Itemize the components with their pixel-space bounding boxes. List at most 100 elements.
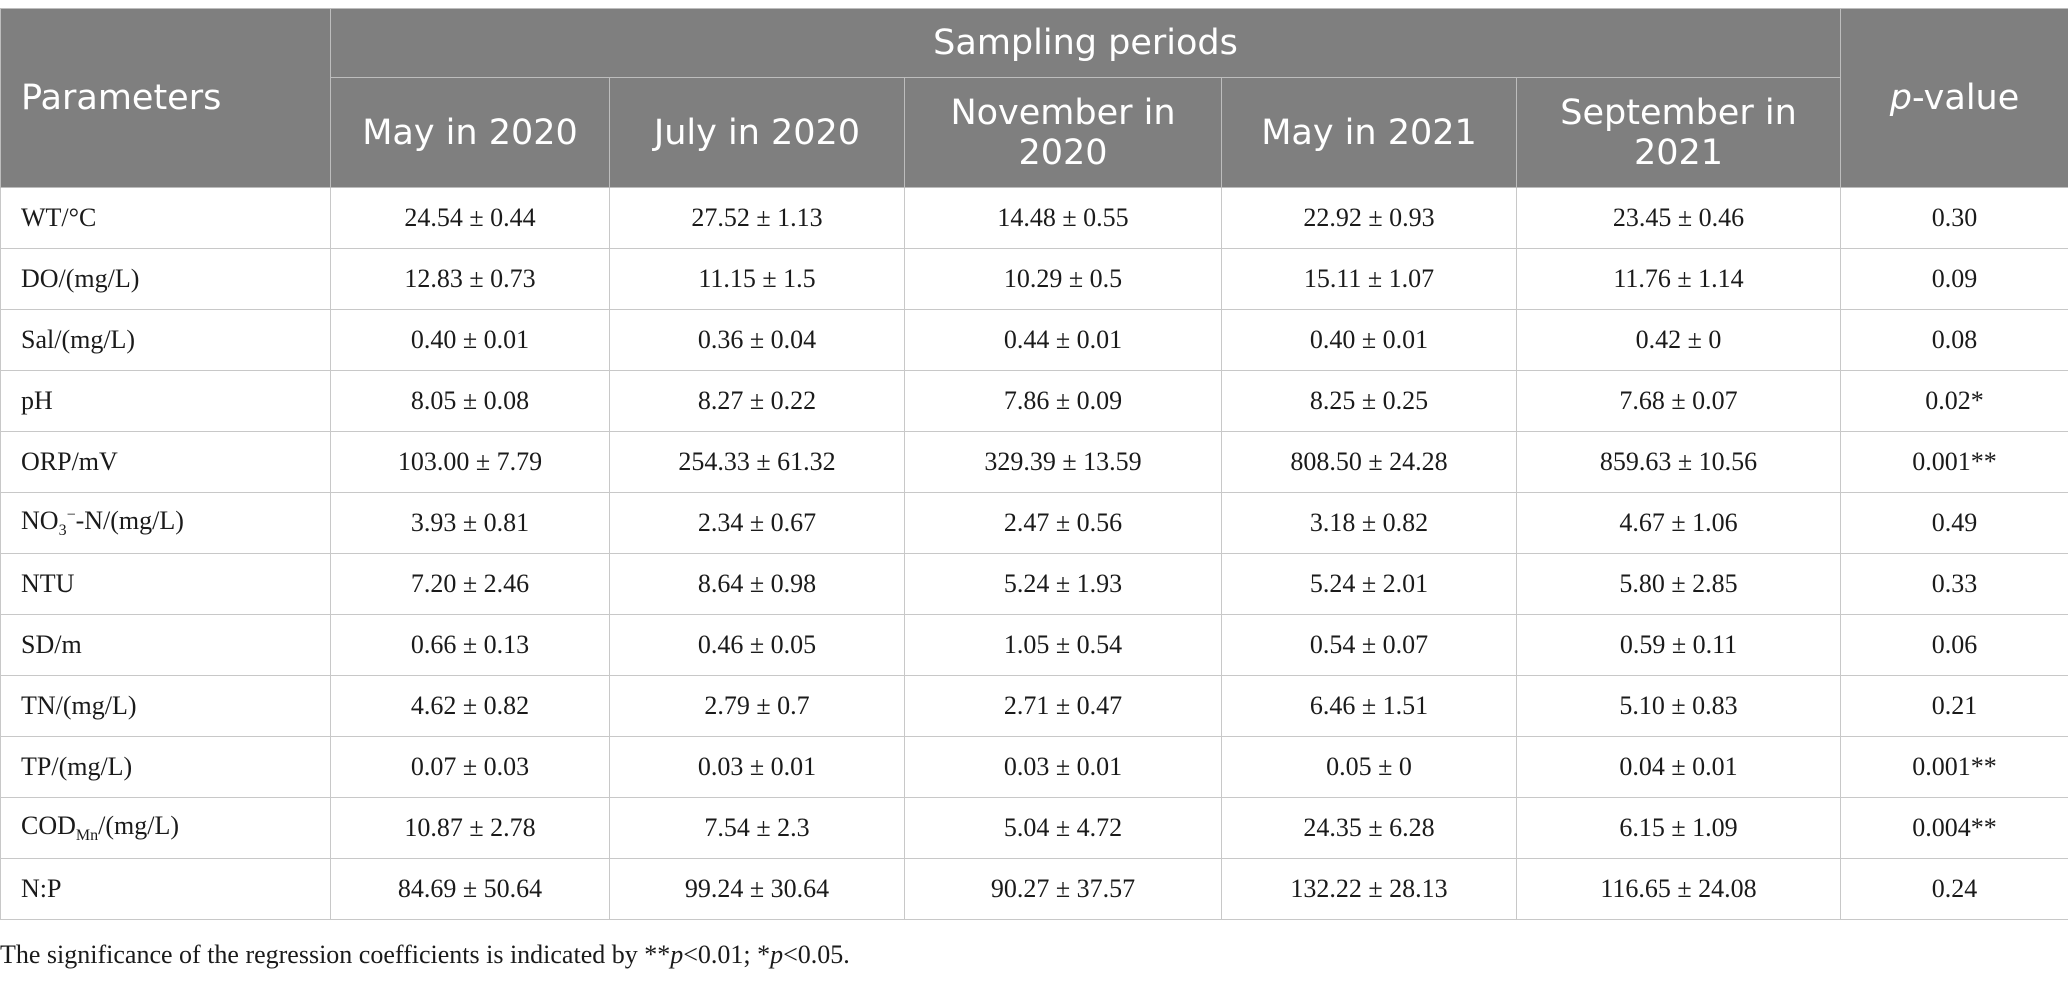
table-row: NO3−-N/(mg/L) 3.93 ± 0.81 2.34 ± 0.67 2.… (0, 492, 2068, 554)
cell-value: 5.10 ± 0.83 (1515, 675, 1842, 737)
cell-value: 5.80 ± 2.85 (1515, 553, 1842, 615)
param-name-sub: 3 (58, 522, 67, 540)
table-row: ORP/mV 103.00 ± 7.79 254.33 ± 61.32 329.… (0, 431, 2068, 493)
cell-value: 7.54 ± 2.3 (609, 797, 905, 859)
cell-value: 84.69 ± 50.64 (330, 858, 610, 920)
param-name-main: COD (21, 810, 76, 840)
param-name: NTU (0, 553, 331, 615)
cell-value: 3.93 ± 0.81 (330, 492, 610, 554)
cell-value: 99.24 ± 30.64 (609, 858, 905, 920)
header-sampling-periods: Sampling periods (329, 8, 1842, 78)
cell-value: 0.46 ± 0.05 (609, 614, 905, 676)
cell-value: 24.54 ± 0.44 (330, 187, 610, 249)
cell-value: 0.40 ± 0.01 (330, 309, 610, 371)
cell-value: 5.24 ± 1.93 (904, 553, 1222, 615)
cell-value: 2.47 ± 0.56 (904, 492, 1222, 554)
cell-value: 3.18 ± 0.82 (1221, 492, 1517, 554)
table-row: TN/(mg/L) 4.62 ± 0.82 2.79 ± 0.7 2.71 ± … (0, 675, 2068, 737)
cell-value: 6.15 ± 1.09 (1515, 797, 1842, 859)
table-row: Sal/(mg/L) 0.40 ± 0.01 0.36 ± 0.04 0.44 … (0, 309, 2068, 371)
param-name-rest: -N/(mg/L) (75, 505, 184, 535)
header-p-value: p-value (1840, 8, 2068, 188)
water-quality-table: Parameters Sampling periods p-value May … (0, 8, 2068, 920)
header-col-sep-2021: September in 2021 (1515, 77, 1842, 188)
cell-value: 8.25 ± 0.25 (1221, 370, 1517, 432)
cell-value: 4.67 ± 1.06 (1515, 492, 1842, 554)
param-name: TN/(mg/L) (0, 675, 331, 737)
cell-value: 2.71 ± 0.47 (904, 675, 1222, 737)
cell-value: 90.27 ± 37.57 (904, 858, 1222, 920)
cell-value: 24.35 ± 6.28 (1221, 797, 1517, 859)
param-name: NO3−-N/(mg/L) (0, 492, 331, 554)
cell-value: 27.52 ± 1.13 (609, 187, 905, 249)
cell-value: 116.65 ± 24.08 (1515, 858, 1842, 920)
cell-value: 0.42 ± 0 (1515, 309, 1842, 371)
cell-value: 22.92 ± 0.93 (1221, 187, 1517, 249)
cell-value: 0.59 ± 0.11 (1515, 614, 1842, 676)
cell-value: 0.03 ± 0.01 (904, 736, 1222, 798)
data-table-container: Parameters Sampling periods p-value May … (0, 8, 2068, 920)
cell-value: 2.34 ± 0.67 (609, 492, 905, 554)
cell-value: 0.66 ± 0.13 (330, 614, 610, 676)
header-p-rest: -value (1911, 78, 2020, 118)
cell-value: 11.15 ± 1.5 (609, 248, 905, 310)
footnote-p-1: p (670, 940, 684, 969)
footnote-text-3: <0.05. (783, 940, 850, 969)
header-parameters: Parameters (0, 8, 331, 188)
cell-value: 7.20 ± 2.46 (330, 553, 610, 615)
cell-value: 8.64 ± 0.98 (609, 553, 905, 615)
param-name: Sal/(mg/L) (0, 309, 331, 371)
table-footnote: The significance of the regression coeff… (0, 940, 850, 970)
cell-value: 11.76 ± 1.14 (1515, 248, 1842, 310)
param-name: N:P (0, 858, 331, 920)
p-value-cell: 0.001** (1840, 431, 2068, 493)
header-col-may-2021: May in 2021 (1221, 77, 1517, 188)
footnote-p-2: p (770, 940, 784, 969)
cell-value: 2.79 ± 0.7 (609, 675, 905, 737)
p-value-cell: 0.001** (1840, 736, 2068, 798)
p-value-cell: 0.21 (1840, 675, 2068, 737)
cell-value: 0.44 ± 0.01 (904, 309, 1222, 371)
p-value-cell: 0.09 (1840, 248, 2068, 310)
table-row: SD/m 0.66 ± 0.13 0.46 ± 0.05 1.05 ± 0.54… (0, 614, 2068, 676)
p-value-cell: 0.49 (1840, 492, 2068, 554)
param-name: SD/m (0, 614, 331, 676)
cell-value: 103.00 ± 7.79 (330, 431, 610, 493)
cell-value: 0.36 ± 0.04 (609, 309, 905, 371)
cell-value: 0.05 ± 0 (1221, 736, 1517, 798)
table-row: WT/°C 24.54 ± 0.44 27.52 ± 1.13 14.48 ± … (0, 187, 2068, 249)
cell-value: 10.87 ± 2.78 (330, 797, 610, 859)
p-value-cell: 0.004** (1840, 797, 2068, 859)
cell-value: 7.68 ± 0.07 (1515, 370, 1842, 432)
cell-value: 329.39 ± 13.59 (904, 431, 1222, 493)
cell-value: 5.24 ± 2.01 (1221, 553, 1517, 615)
cell-value: 8.05 ± 0.08 (330, 370, 610, 432)
cell-value: 4.62 ± 0.82 (330, 675, 610, 737)
cell-value: 0.03 ± 0.01 (609, 736, 905, 798)
table-row: CODMn/(mg/L) 10.87 ± 2.78 7.54 ± 2.3 5.0… (0, 797, 2068, 859)
cell-value: 808.50 ± 24.28 (1221, 431, 1517, 493)
table-row: pH 8.05 ± 0.08 8.27 ± 0.22 7.86 ± 0.09 8… (0, 370, 2068, 432)
header-col-nov-2020: November in 2020 (904, 77, 1222, 188)
table-row: NTU 7.20 ± 2.46 8.64 ± 0.98 5.24 ± 1.93 … (0, 553, 2068, 615)
param-name: CODMn/(mg/L) (0, 797, 331, 859)
p-value-cell: 0.02* (1840, 370, 2068, 432)
cell-value: 6.46 ± 1.51 (1221, 675, 1517, 737)
cell-value: 254.33 ± 61.32 (609, 431, 905, 493)
param-name: TP/(mg/L) (0, 736, 331, 798)
cell-value: 8.27 ± 0.22 (609, 370, 905, 432)
cell-value: 1.05 ± 0.54 (904, 614, 1222, 676)
p-value-cell: 0.06 (1840, 614, 2068, 676)
cell-value: 5.04 ± 4.72 (904, 797, 1222, 859)
param-name: pH (0, 370, 331, 432)
table-row: TP/(mg/L) 0.07 ± 0.03 0.03 ± 0.01 0.03 ±… (0, 736, 2068, 798)
table-row: N:P 84.69 ± 50.64 99.24 ± 30.64 90.27 ± … (0, 858, 2068, 920)
cell-value: 0.04 ± 0.01 (1515, 736, 1842, 798)
header-col-jul-2020: July in 2020 (609, 77, 905, 188)
param-name-rest: /(mg/L) (98, 810, 180, 840)
param-name: ORP/mV (0, 431, 331, 493)
table-row: DO/(mg/L) 12.83 ± 0.73 11.15 ± 1.5 10.29… (0, 248, 2068, 310)
footnote-text-1: The significance of the regression coeff… (0, 940, 671, 969)
cell-value: 7.86 ± 0.09 (904, 370, 1222, 432)
p-value-cell: 0.24 (1840, 858, 2068, 920)
